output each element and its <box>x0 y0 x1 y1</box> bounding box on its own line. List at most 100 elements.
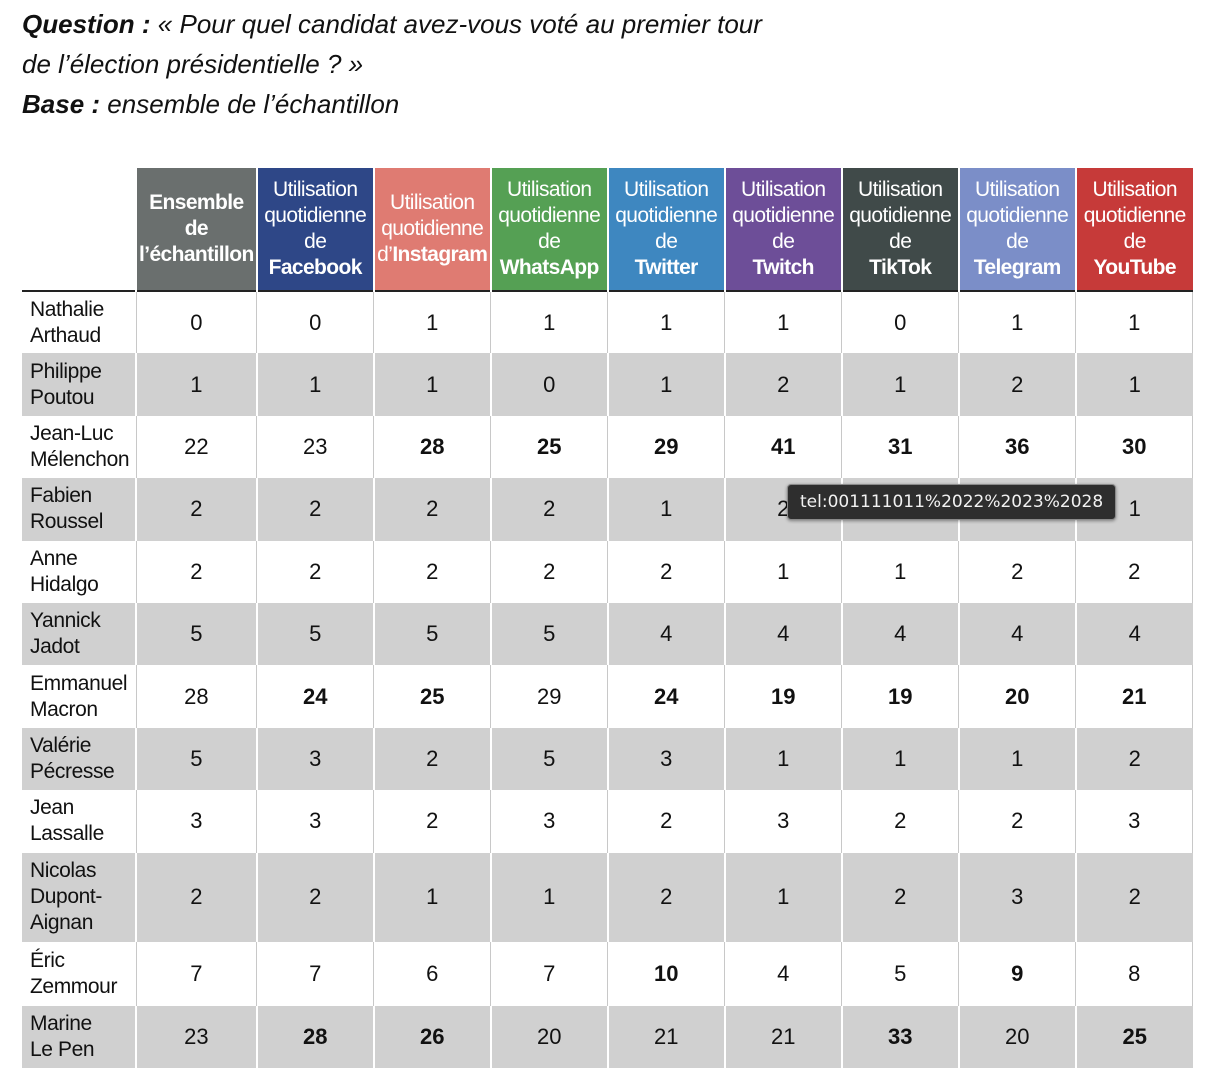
value: 5 <box>894 960 907 986</box>
value: 29 <box>653 433 679 459</box>
value: 5 <box>543 745 556 771</box>
base-label: Base : <box>22 89 101 119</box>
candidate-name-line: Éric <box>30 948 65 972</box>
value-cell: 1 <box>958 289 1076 354</box>
value-cell: 23 <box>256 415 374 479</box>
value-cell: 0 <box>135 289 257 354</box>
value-cell: 7 <box>135 941 257 1006</box>
value-cell: 2 <box>607 540 725 603</box>
column-header-line: de <box>655 230 678 253</box>
value: 2 <box>660 558 673 584</box>
value-cell: 10 <box>607 941 725 1006</box>
value-cell: 1 <box>840 353 959 416</box>
value-cell: 1 <box>372 852 491 942</box>
question-block: Question : « Pour quel candidat avez-vou… <box>22 4 922 124</box>
column-header-line: quotidienne <box>732 204 835 227</box>
table-body: Nathalie Arthaud 0 0 1 1 1 1 0 1 1 Philippe Poutou 1 1… <box>22 289 1194 1068</box>
value-cell: 28 <box>373 415 491 479</box>
value-cell: 24 <box>256 665 374 728</box>
candidate-name-line: Jadot <box>30 635 80 659</box>
results-table: Ensemble de l’échantillon Utilisation quotid… <box>22 168 1194 1068</box>
value: 1 <box>1128 309 1141 335</box>
candidate-name: Emmanuel Macron <box>22 665 136 728</box>
value-cell: 3 <box>957 852 1076 942</box>
platform-name: YouTube <box>1093 256 1176 279</box>
value: 6 <box>426 960 439 986</box>
value-cell: 4 <box>957 602 1076 666</box>
platform-name: Twitch <box>752 256 815 279</box>
value: 1 <box>426 309 439 335</box>
value-cell: 5 <box>489 727 608 791</box>
column-header-line: quotidienne <box>615 204 718 227</box>
candidate-name-line: Nathalie <box>30 297 104 321</box>
value-cell: 19 <box>841 665 959 728</box>
column-header-6: Utilisation quotidienne de TikTok <box>840 168 959 291</box>
value-cell: 21 <box>723 1005 842 1068</box>
value-cell: 1 <box>255 353 374 416</box>
table-row: Nicolas Dupont- Aignan 2 2 1 1 2 1 2 3 2 <box>22 852 1193 942</box>
value-cell: 3 <box>135 790 257 853</box>
value: 1 <box>309 371 322 397</box>
value: 22 <box>184 433 209 459</box>
candidate-name: Éric Zemmour <box>22 941 136 1006</box>
value-cell: 1 <box>606 478 725 541</box>
value-cell: 2 <box>489 478 608 541</box>
value-cell: 20 <box>489 1005 608 1068</box>
value: 7 <box>190 960 203 986</box>
value-cell: 1 <box>840 727 959 791</box>
column-header-line: d’ <box>377 243 393 266</box>
candidate-name: Nicolas Dupont- Aignan <box>22 852 136 942</box>
column-header-line: quotidienne <box>849 204 952 227</box>
value-cell: 31 <box>841 415 959 479</box>
value-cell: 5 <box>841 941 959 1006</box>
platform-name: TikTok <box>869 256 932 279</box>
column-header-0: Ensemble de l’échantillon <box>135 168 257 291</box>
value-cell: 0 <box>256 289 374 354</box>
candidate-name-line: Lassalle <box>30 822 104 846</box>
value-cell: 3 <box>490 790 608 853</box>
candidate-name: Yannick Jadot <box>22 602 136 666</box>
value-cell: 2 <box>372 727 491 791</box>
value: 33 <box>887 1023 913 1049</box>
platform-name: Instagram <box>392 243 488 266</box>
candidate-name: Jean-Luc Mélenchon <box>22 415 136 479</box>
value: 1 <box>660 496 673 522</box>
value-cell: 2 <box>255 852 374 942</box>
value: 4 <box>1011 621 1024 647</box>
value: 2 <box>660 884 673 910</box>
value-cell: 3 <box>256 790 374 853</box>
value: 0 <box>543 371 556 397</box>
candidate-name-line: Anne <box>30 546 78 570</box>
value-cell: 30 <box>1075 415 1194 479</box>
column-header-line: Utilisation <box>741 178 826 201</box>
value-cell: 5 <box>489 602 608 666</box>
header-corner <box>22 168 136 291</box>
value-cell: 2 <box>606 852 725 942</box>
candidate-name-line: Nicolas <box>30 859 97 883</box>
value: 2 <box>894 808 907 834</box>
column-header-line: de <box>184 217 209 240</box>
value-cell: 41 <box>724 415 842 479</box>
column-header-line: Ensemble <box>149 191 244 214</box>
value: 5 <box>190 621 203 647</box>
table-row: Jean Lassalle 3 3 2 3 2 3 2 2 3 <box>22 790 1194 853</box>
value: 26 <box>419 1023 445 1049</box>
value: 2 <box>777 496 790 522</box>
value-cell: 19 <box>724 665 842 728</box>
value: 25 <box>419 683 445 709</box>
value: 2 <box>190 496 203 522</box>
value-cell: 5 <box>135 727 257 791</box>
value-cell: 2 <box>958 540 1076 603</box>
candidate-name-line: Arthaud <box>30 323 101 347</box>
value: 2 <box>543 558 556 584</box>
column-header-4: Utilisation quotidienne de Twitter <box>606 168 725 291</box>
value-cell: 2 <box>255 478 374 541</box>
value-cell: 28 <box>135 665 257 728</box>
value: 10 <box>653 960 679 986</box>
value: 36 <box>1004 433 1030 459</box>
column-header-line: de <box>538 230 561 253</box>
candidate-name: Philippe Poutou <box>22 353 136 416</box>
value-cell: 4 <box>724 941 842 1006</box>
value: 2 <box>1128 745 1141 771</box>
value-cell: 1 <box>373 289 491 354</box>
